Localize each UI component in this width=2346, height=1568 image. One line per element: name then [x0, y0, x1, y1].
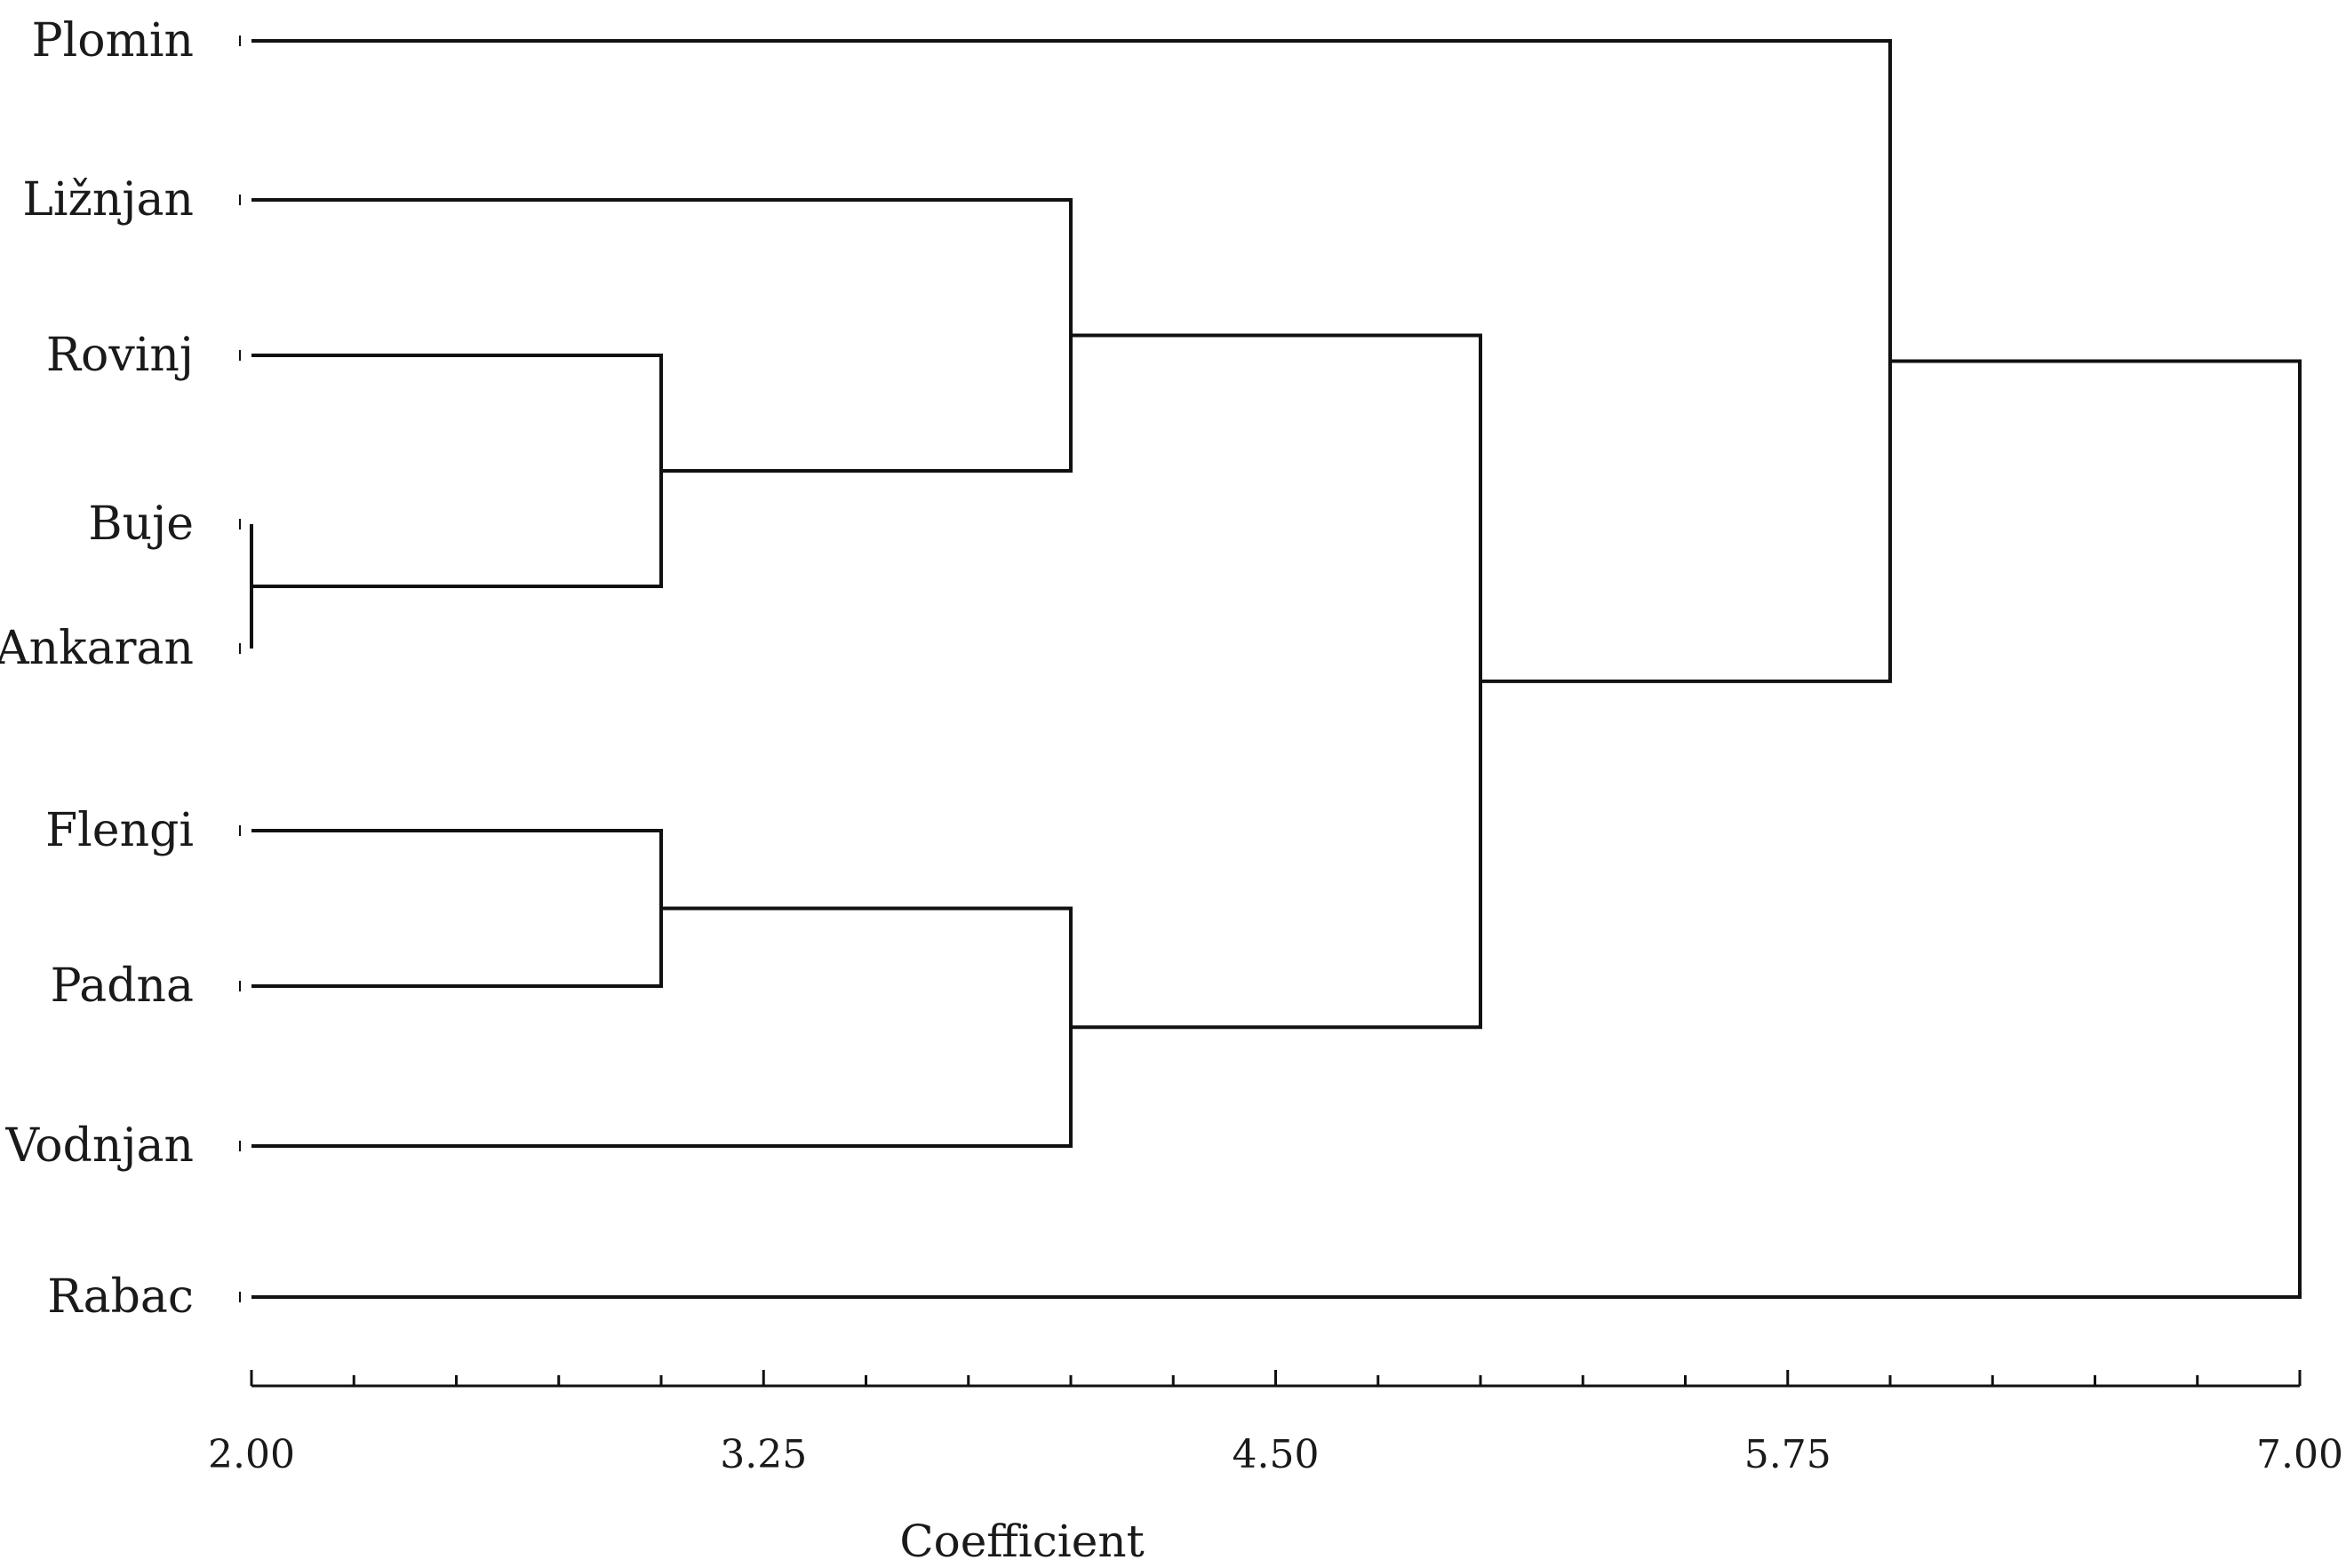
leaf-labels: Plomin Ližnjan Rovinj Buje Ankaran Flengi Padn…	[0, 14, 194, 1324]
branch-m6	[1071, 333, 1482, 1030]
leaf-label-plomin: Plomin	[32, 14, 194, 68]
tick-label-2: 4.50	[1233, 1432, 1320, 1477]
tick-label-1: 3.25	[720, 1432, 807, 1477]
leaf-label-vodnjan: Vodnjan	[5, 1119, 194, 1173]
x-axis-ticks	[250, 1370, 2302, 1386]
leaf-label-liznjan: Ližnjan	[22, 173, 194, 227]
leaf-label-buje: Buje	[88, 497, 194, 551]
tick-label-4: 7.00	[2256, 1432, 2343, 1477]
leaf-label-ankaran: Ankaran	[0, 622, 194, 675]
tick-label-3: 5.75	[1744, 1432, 1831, 1477]
x-axis: 2.00 3.25 4.50 5.75 7.00 Coefficient	[208, 1370, 2343, 1567]
branch-m8	[251, 359, 2302, 1299]
leaf-label-rabac: Rabac	[47, 1270, 194, 1324]
branch-m3	[251, 829, 663, 988]
dendrogram-branches	[250, 39, 2302, 1299]
x-axis-title: Coefficient	[899, 1516, 1144, 1567]
x-axis-tick-labels: 2.00 3.25 4.50 5.75 7.00	[208, 1432, 2343, 1477]
branch-m2	[251, 354, 663, 588]
leaf-label-padna: Padna	[51, 959, 194, 1013]
tick-label-0: 2.00	[208, 1432, 295, 1477]
leaf-label-flengi: Flengi	[45, 804, 194, 857]
leaf-label-rovinj: Rovinj	[46, 329, 194, 382]
